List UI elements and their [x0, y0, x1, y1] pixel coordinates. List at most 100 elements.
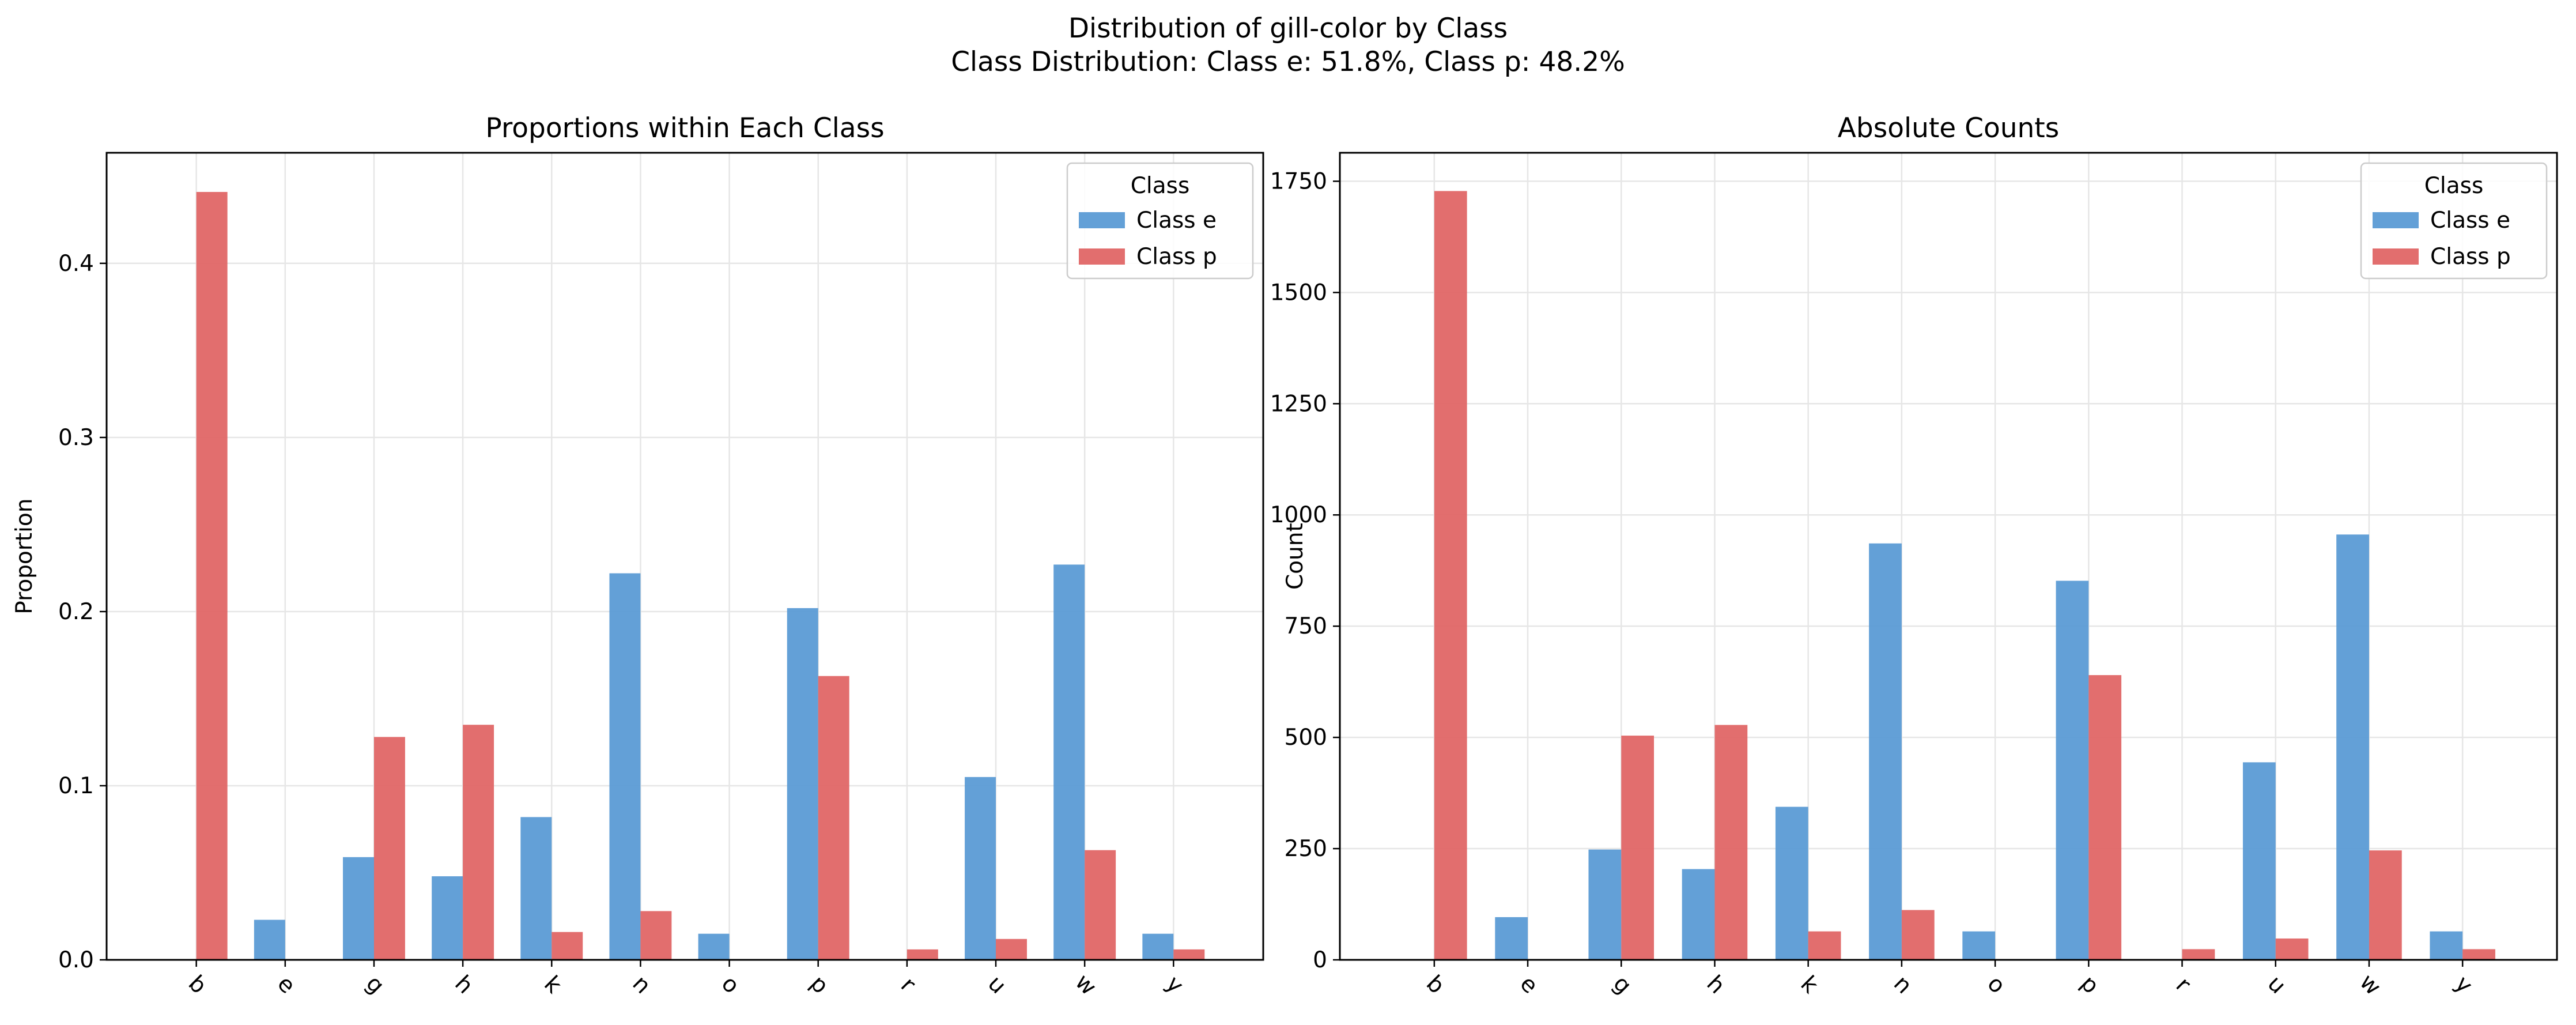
bar-class-p-y	[2462, 949, 2495, 960]
legend-title: Class	[1131, 173, 1190, 199]
x-tick-label: r	[2171, 973, 2196, 998]
x-tick-label: n	[628, 971, 656, 999]
legend: Class Class e Class p	[1066, 162, 1254, 280]
bars	[1434, 191, 2495, 960]
y-tick-label: 0.2	[58, 599, 94, 625]
legend-label-class-e: Class e	[2430, 208, 2510, 233]
x-tick-label: u	[2263, 971, 2291, 999]
x-tick-label: e	[272, 971, 300, 999]
bar-class-e-h	[432, 876, 463, 960]
x-tick-label: b	[1421, 971, 1449, 999]
x-tick-label: y	[2450, 971, 2477, 998]
x-tick-label: g	[361, 971, 389, 999]
y-axis: 0 250 500 750 1000 1250 1500 1750	[1270, 168, 1340, 973]
bar-class-e-e	[1495, 917, 1528, 960]
suptitle-line-1: Distribution of gill-color by Class	[1068, 13, 1508, 44]
bar-class-p-u	[2275, 938, 2309, 960]
y-tick-label: 0	[1313, 947, 1327, 973]
bar-class-p-u	[996, 939, 1027, 960]
legend-title: Class	[2424, 173, 2484, 199]
legend-label-class-e: Class e	[1136, 208, 1217, 233]
x-tick-label: k	[539, 971, 566, 998]
x-tick-label: y	[1161, 971, 1188, 998]
bar-class-e-n	[1869, 543, 1902, 960]
y-tick-label: 0.4	[58, 251, 94, 277]
bar-class-e-o	[1962, 931, 1996, 960]
legend-label-class-p: Class p	[1136, 244, 1217, 270]
bar-class-p-b	[196, 191, 228, 960]
bar-class-e-y	[1142, 933, 1174, 960]
y-axis: 0.0 0.1 0.2 0.3 0.4	[58, 251, 107, 973]
x-tick-label: p	[805, 971, 833, 999]
bar-class-p-p	[2088, 675, 2122, 960]
bar-class-e-e	[254, 920, 285, 960]
bar-class-p-k	[552, 932, 583, 960]
y-tick-label: 1500	[1270, 280, 1327, 306]
bar-class-p-b	[1434, 191, 1467, 960]
bar-class-e-p	[787, 608, 818, 960]
bar-class-p-n	[640, 911, 672, 960]
suptitle-line-2: Class Distribution: Class e: 51.8%, Clas…	[951, 46, 1625, 78]
bar-class-e-w	[2336, 534, 2369, 960]
x-tick-label: g	[1608, 971, 1636, 999]
bar-class-e-k	[520, 817, 552, 960]
legend-label-class-p: Class p	[2430, 244, 2511, 270]
y-tick-label: 500	[1285, 725, 1327, 751]
x-tick-label: u	[983, 971, 1011, 999]
x-tick-label: b	[183, 971, 211, 999]
bar-class-e-p	[2056, 581, 2089, 960]
y-tick-label: 1750	[1270, 168, 1327, 194]
counts-chart: 0 250 500 750 1000 1250 1500 1750 b e g h k n o p r u w y Ab…	[1270, 112, 2558, 1000]
legend-swatch-class-e	[1079, 212, 1125, 228]
legend: Class Class e Class p	[2360, 162, 2548, 280]
bar-class-p-h	[1714, 725, 1748, 960]
y-tick-label: 250	[1285, 836, 1327, 862]
bar-class-p-r	[2182, 949, 2215, 960]
x-tick-label: h	[450, 971, 478, 999]
chart-title: Absolute Counts	[1838, 112, 2059, 144]
bar-class-p-n	[1901, 910, 1935, 960]
y-tick-label: 1000	[1270, 502, 1327, 528]
x-tick-label: e	[1514, 971, 1543, 999]
bars	[196, 191, 1205, 960]
y-tick-label: 1250	[1270, 391, 1327, 417]
x-tick-label: r	[896, 973, 921, 998]
axes-frame	[105, 152, 1264, 961]
y-tick-label: 0.0	[58, 947, 94, 973]
y-axis-label: Count	[1282, 523, 1308, 590]
chart-title: Proportions within Each Class	[485, 112, 884, 144]
bar-class-e-y	[2430, 931, 2463, 960]
bar-class-e-n	[609, 573, 641, 960]
x-tick-label: k	[1796, 971, 1823, 998]
bar-class-p-y	[1173, 949, 1205, 960]
bar-class-p-k	[1808, 931, 1841, 960]
legend-swatch-class-e	[2373, 212, 2419, 228]
x-tick-label: o	[1982, 971, 2011, 999]
bar-class-p-g	[373, 737, 405, 960]
bar-class-e-g	[343, 857, 374, 960]
y-tick-label: 0.3	[58, 425, 94, 451]
legend-swatch-class-p	[1079, 248, 1125, 265]
bar-class-e-k	[1775, 807, 1808, 960]
bar-class-p-w	[1085, 850, 1116, 960]
y-tick-label: 0.1	[58, 773, 94, 799]
x-tick-label: w	[1070, 969, 1101, 1000]
y-tick-label: 750	[1285, 613, 1327, 639]
bar-class-e-w	[1053, 564, 1085, 960]
legend-swatch-class-p	[2373, 248, 2419, 265]
bar-class-e-g	[1588, 849, 1622, 960]
x-tick-label: h	[1702, 971, 1730, 999]
bar-class-e-o	[698, 933, 730, 960]
bar-class-p-g	[1621, 736, 1655, 960]
bar-class-p-h	[463, 725, 494, 960]
bar-class-e-u	[2242, 762, 2276, 960]
bar-class-e-u	[965, 777, 996, 960]
proportions-chart: 0.0 0.1 0.2 0.3 0.4 b e g h k n o p r u w y Proportions w…	[12, 112, 1264, 1000]
x-tick-label: o	[716, 971, 745, 999]
axes-frame	[1339, 152, 2558, 961]
bar-class-p-p	[818, 676, 849, 960]
x-tick-label: n	[1888, 971, 1917, 999]
